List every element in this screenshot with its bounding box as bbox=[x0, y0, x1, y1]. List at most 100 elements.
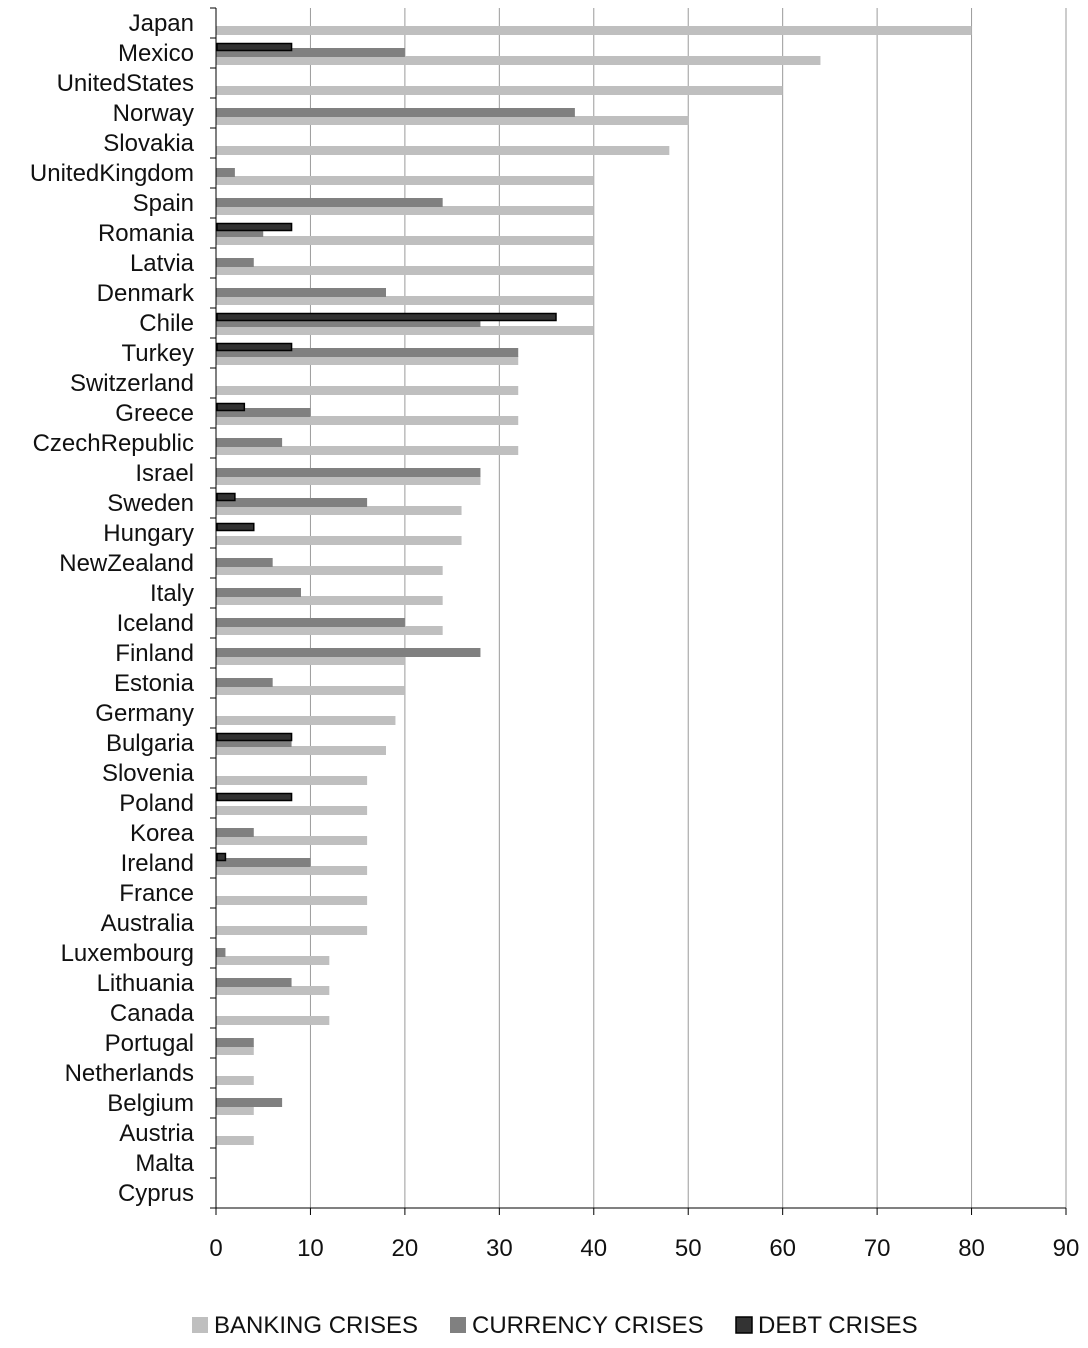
category-label: Slovakia bbox=[103, 130, 194, 157]
legend-label: DEBT CRISES bbox=[758, 1312, 918, 1339]
category-label: Lithuania bbox=[97, 970, 195, 997]
category-label: Bulgaria bbox=[106, 730, 195, 757]
bar-currency-Ireland bbox=[216, 858, 311, 867]
category-label: NewZealand bbox=[59, 550, 194, 577]
x-tick-label: 40 bbox=[580, 1235, 607, 1262]
bar-banking-Estonia bbox=[216, 686, 405, 695]
category-label: Latvia bbox=[130, 250, 195, 277]
bar-currency-Sweden bbox=[216, 498, 368, 507]
bar-banking-France bbox=[216, 896, 368, 905]
category-label: Poland bbox=[119, 790, 194, 817]
category-label: Estonia bbox=[114, 670, 195, 697]
bar-debt-Poland bbox=[216, 792, 293, 802]
bar-currency-Norway bbox=[216, 108, 575, 117]
x-tick-label: 80 bbox=[958, 1235, 985, 1262]
bar-currency-Finland bbox=[216, 648, 481, 657]
category-label: Belgium bbox=[107, 1090, 194, 1117]
bar-currency-Chile bbox=[216, 318, 481, 327]
category-label: Japan bbox=[129, 10, 194, 37]
bar-currency-Turkey bbox=[216, 348, 519, 357]
bar-banking-Norway bbox=[216, 116, 689, 125]
bar-currency-Luxembourg bbox=[216, 948, 226, 957]
bar-banking-Italy bbox=[216, 596, 443, 605]
category-label: Switzerland bbox=[70, 370, 194, 397]
bar-banking-NewZealand bbox=[216, 566, 443, 575]
bars bbox=[216, 26, 972, 1145]
bar-banking-Chile bbox=[216, 326, 594, 335]
bar-banking-Denmark bbox=[216, 296, 594, 305]
category-label: Portugal bbox=[105, 1030, 194, 1057]
bar-banking-Germany bbox=[216, 716, 396, 725]
bar-banking-Canada bbox=[216, 1016, 330, 1025]
category-label: Chile bbox=[139, 310, 194, 337]
bar-banking-Israel bbox=[216, 476, 481, 485]
category-label: Cyprus bbox=[118, 1180, 194, 1207]
category-label: Romania bbox=[98, 220, 195, 247]
category-label: Netherlands bbox=[65, 1060, 194, 1087]
category-label: Iceland bbox=[117, 610, 194, 637]
axes bbox=[210, 7, 1067, 1215]
bar-currency-Iceland bbox=[216, 618, 405, 627]
category-label: Malta bbox=[135, 1150, 194, 1177]
bar-banking-Australia bbox=[216, 926, 368, 935]
category-label: UnitedKingdom bbox=[30, 160, 194, 187]
bar-currency-NewZealand bbox=[216, 558, 273, 567]
legend-swatch bbox=[192, 1317, 208, 1333]
bar-currency-Mexico bbox=[216, 48, 405, 57]
bar-banking-Austria bbox=[216, 1136, 254, 1145]
category-label: Finland bbox=[115, 640, 194, 667]
category-label: Spain bbox=[133, 190, 194, 217]
bar-debt-Chile bbox=[216, 312, 557, 322]
bar-currency-Spain bbox=[216, 198, 443, 207]
bar-debt-Ireland bbox=[216, 852, 227, 862]
bar-currency-Denmark bbox=[216, 288, 386, 297]
bar-banking-Hungary bbox=[216, 536, 462, 545]
bar-currency-CzechRepublic bbox=[216, 438, 283, 447]
category-label: Italy bbox=[150, 580, 194, 607]
legend-swatch bbox=[450, 1317, 466, 1333]
bar-debt-Turkey bbox=[216, 342, 293, 352]
bar-banking-Korea bbox=[216, 836, 368, 845]
bar-banking-Latvia bbox=[216, 266, 594, 275]
category-label: Luxembourg bbox=[61, 940, 194, 967]
bar-banking-Spain bbox=[216, 206, 594, 215]
bar-banking-Turkey bbox=[216, 356, 519, 365]
bar-currency-Belgium bbox=[216, 1098, 283, 1107]
category-label: Turkey bbox=[122, 340, 194, 367]
x-tick-label: 50 bbox=[675, 1235, 702, 1262]
category-label: UnitedStates bbox=[57, 70, 194, 97]
bar-debt-Bulgaria bbox=[216, 732, 293, 742]
category-label: Australia bbox=[101, 910, 195, 937]
bar-banking-Ireland bbox=[216, 866, 368, 875]
bar-currency-UnitedKingdom bbox=[216, 168, 235, 177]
category-label: Greece bbox=[115, 400, 194, 427]
category-label: Israel bbox=[135, 460, 194, 487]
bar-banking-Poland bbox=[216, 806, 368, 815]
legend: BANKING CRISES CURRENCY CRISES DEBT CRISES bbox=[192, 1312, 918, 1339]
bar-debt-Romania bbox=[216, 222, 293, 232]
bar-debt-Sweden bbox=[216, 492, 236, 502]
bar-banking-Japan bbox=[216, 26, 972, 35]
bar-banking-Portugal bbox=[216, 1046, 254, 1055]
x-tick-label: 70 bbox=[864, 1235, 891, 1262]
bar-banking-Netherlands bbox=[216, 1076, 254, 1085]
bar-banking-Mexico bbox=[216, 56, 821, 65]
grid-lines bbox=[309, 8, 1067, 1208]
bar-banking-Finland bbox=[216, 656, 405, 665]
x-tick-label: 0 bbox=[209, 1235, 222, 1262]
bar-currency-Lithuania bbox=[216, 978, 292, 987]
x-tick-label: 30 bbox=[486, 1235, 513, 1262]
bar-currency-Greece bbox=[216, 408, 311, 417]
x-tick-label: 20 bbox=[392, 1235, 419, 1262]
x-tick-label: 60 bbox=[769, 1235, 796, 1262]
bar-banking-CzechRepublic bbox=[216, 446, 519, 455]
category-label: Korea bbox=[130, 820, 195, 847]
bar-banking-Bulgaria bbox=[216, 746, 386, 755]
category-label: Canada bbox=[110, 1000, 195, 1027]
category-label: Denmark bbox=[97, 280, 195, 307]
category-label: Ireland bbox=[121, 850, 194, 877]
bar-banking-Lithuania bbox=[216, 986, 330, 995]
legend-label: BANKING CRISES bbox=[214, 1312, 418, 1339]
